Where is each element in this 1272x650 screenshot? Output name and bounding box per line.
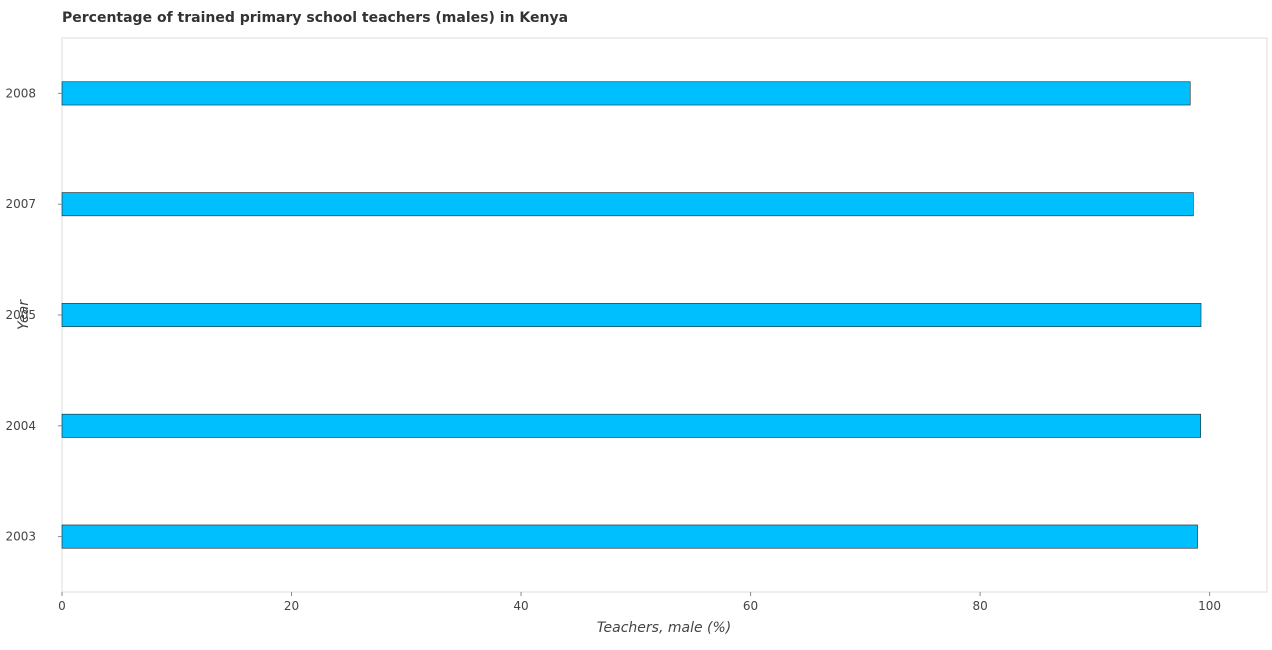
bar-2007 — [61, 192, 1194, 217]
bar-2004 — [61, 413, 1201, 438]
y-tick-label-2003: 2003 — [5, 530, 36, 544]
bar-2003 — [61, 524, 1198, 549]
x-tick-label-0: 0 — [58, 599, 66, 613]
x-tick-label-80: 80 — [972, 599, 987, 613]
x-tick-label-40: 40 — [513, 599, 528, 613]
bar-2005 — [61, 303, 1202, 327]
y-tick-label-2008: 2008 — [5, 86, 36, 100]
y-tick-label-2005: 2005 — [5, 308, 36, 322]
y-tick-label-2004: 2004 — [5, 419, 36, 433]
x-tick-label-100: 100 — [1198, 599, 1221, 613]
x-tick-label-60: 60 — [743, 599, 758, 613]
y-tick-label-2007: 2007 — [5, 197, 36, 211]
bar-2008 — [61, 81, 1191, 106]
x-axis-label: Teachers, male (%) — [597, 620, 732, 636]
y-axis-label: Year — [16, 299, 32, 330]
x-tick-label-20: 20 — [284, 599, 299, 613]
chart-title: Percentage of trained primary school tea… — [62, 10, 569, 26]
